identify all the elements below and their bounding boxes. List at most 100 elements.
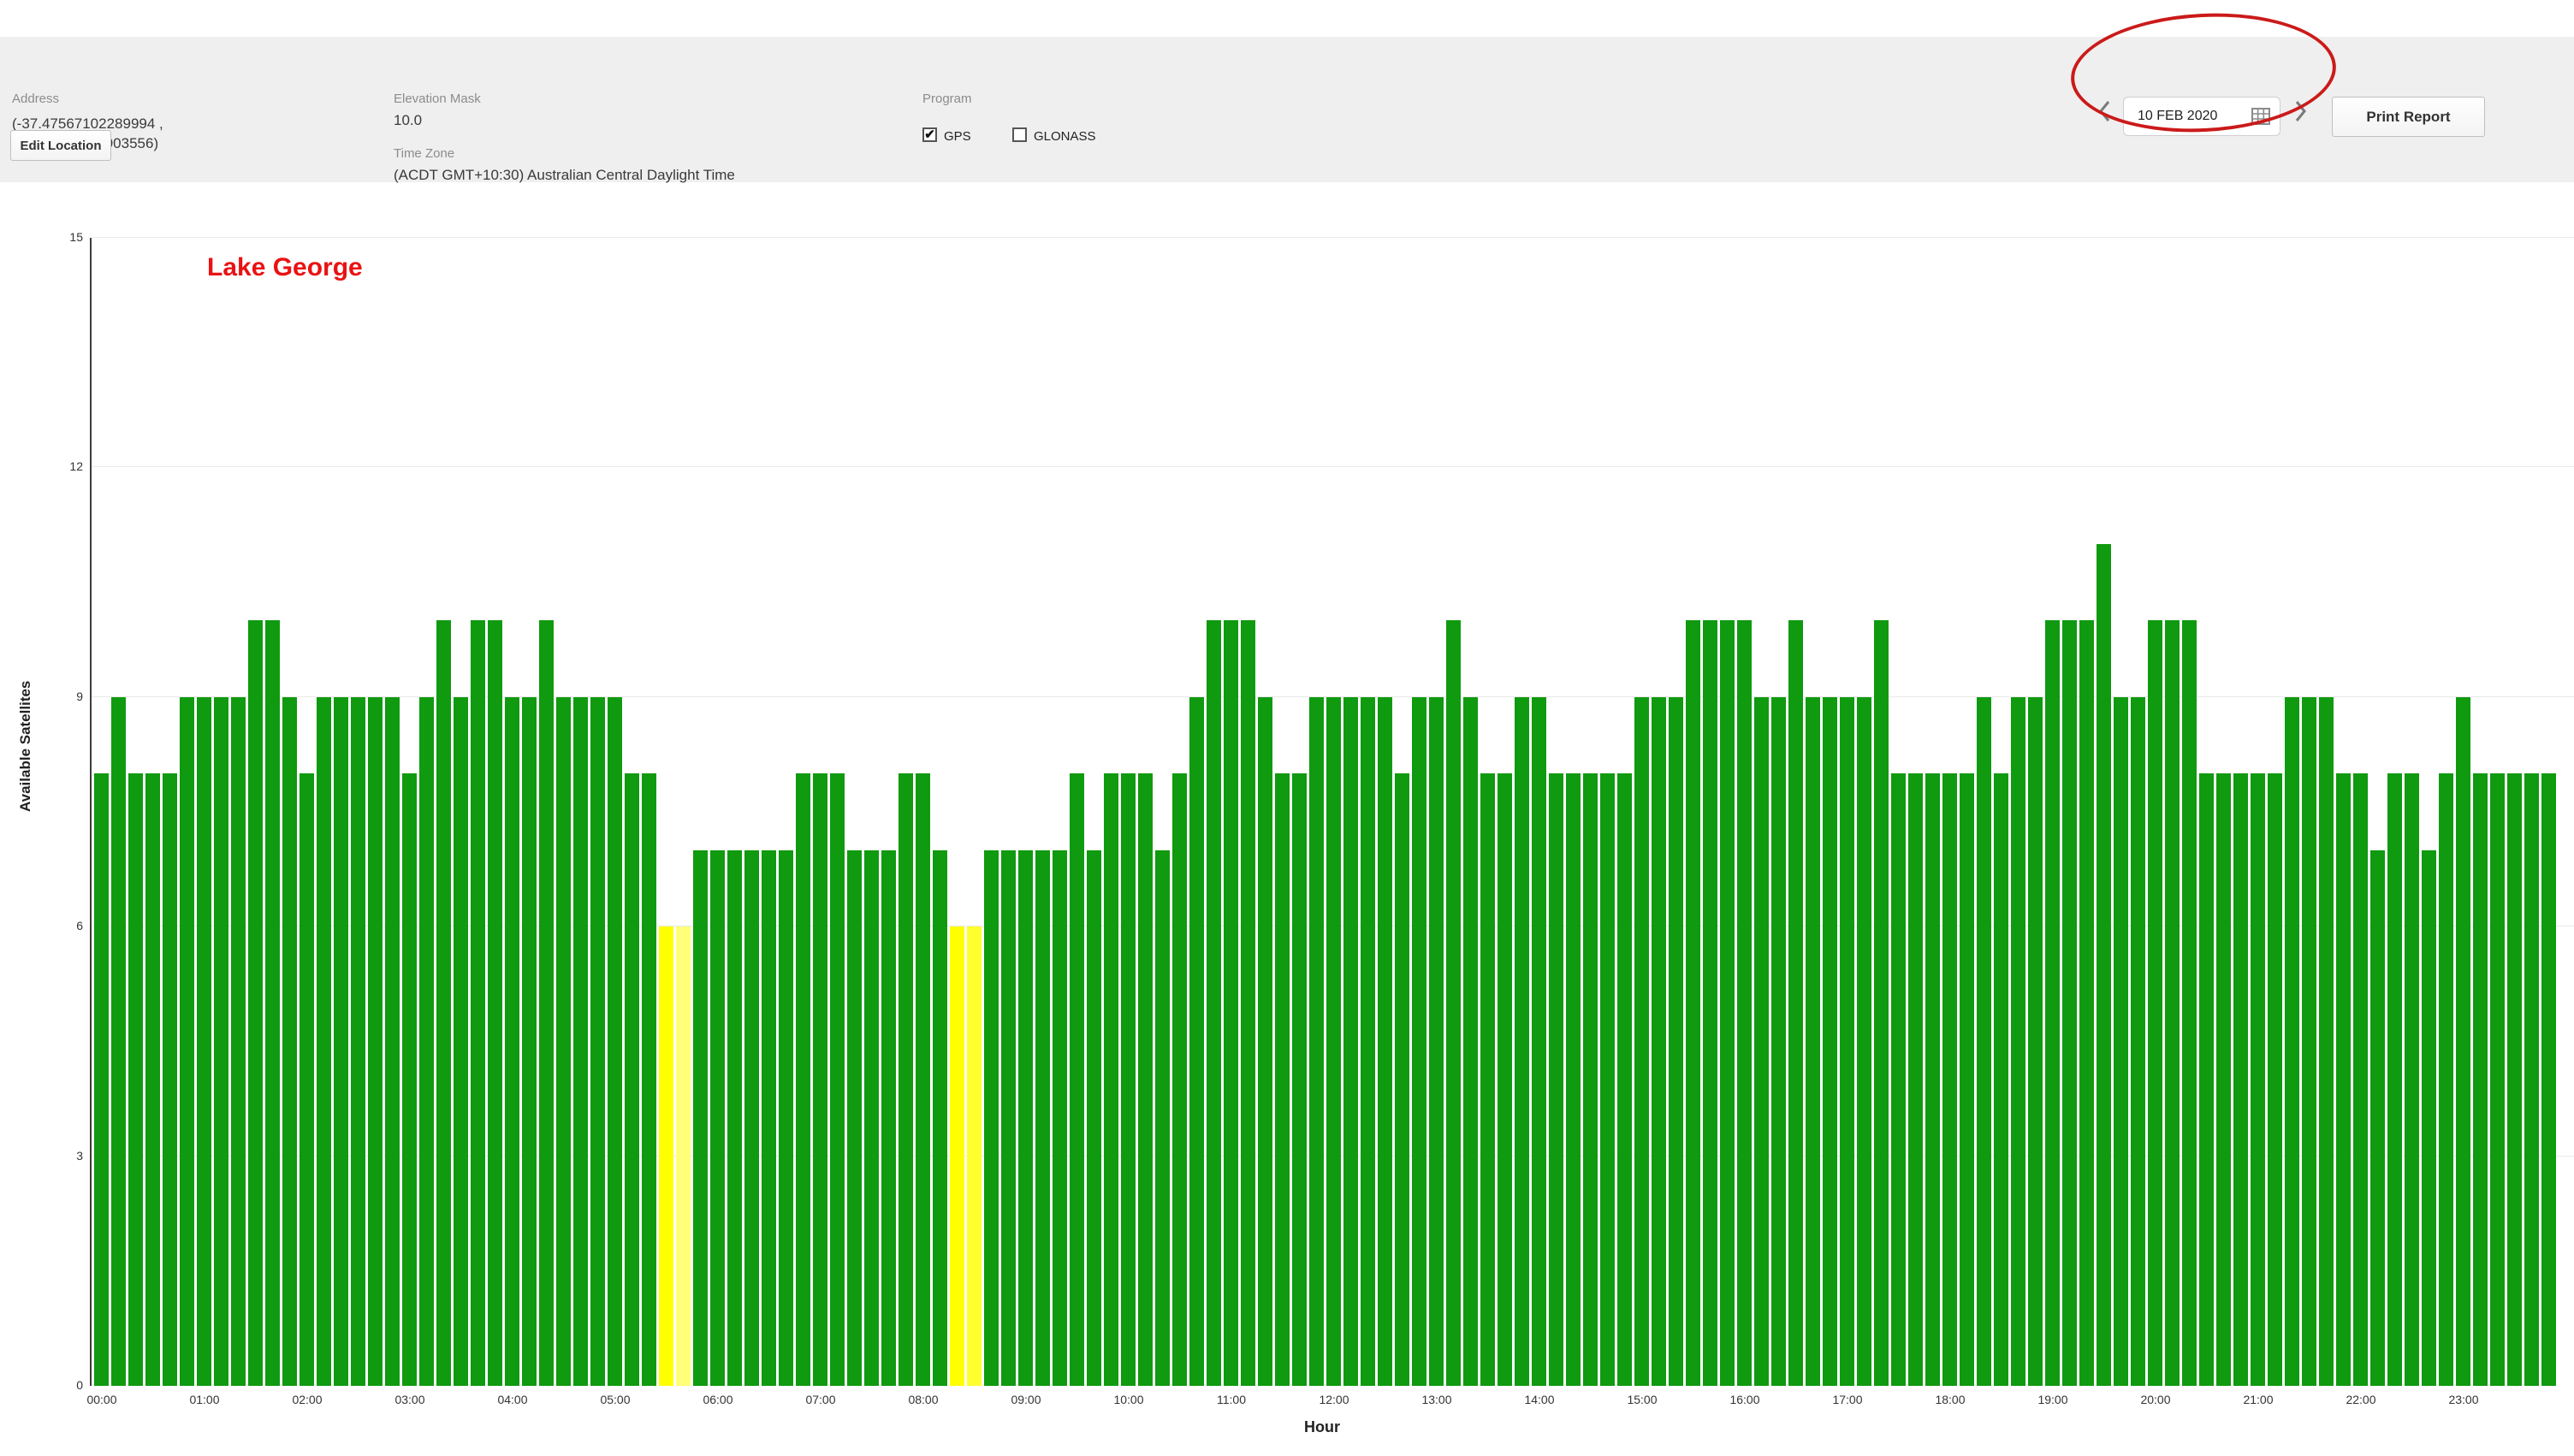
chart-bar (1224, 620, 1238, 1386)
chart-bar (94, 773, 109, 1386)
x-tick-label-13:00: 13:00 (1421, 1393, 1452, 1406)
chart-bar (1891, 773, 1906, 1386)
chart-bar (1737, 620, 1752, 1386)
chart-bar (1754, 697, 1769, 1386)
chart-bar (1395, 773, 1409, 1386)
chart-bar (2370, 850, 2385, 1386)
chart-bar (180, 697, 194, 1386)
gps-checkbox[interactable]: ✔ (922, 127, 937, 142)
chart-bar (1412, 697, 1426, 1386)
chart-bar (1258, 697, 1272, 1386)
x-tick-label-20:00: 20:00 (2140, 1393, 2171, 1406)
chart-bar (2028, 697, 2043, 1386)
chart-bar (1207, 620, 1221, 1386)
x-tick-label-19:00: 19:00 (2037, 1393, 2068, 1406)
chart-bar (2131, 697, 2145, 1386)
chart-bar (1001, 850, 1016, 1386)
chart-bar (2319, 697, 2334, 1386)
chart-bar (1378, 697, 1392, 1386)
chart-bar (351, 697, 365, 1386)
chart-bar (1155, 850, 1170, 1386)
edit-location-button[interactable]: Edit Location (10, 130, 111, 161)
x-tick-label-08:00: 08:00 (908, 1393, 939, 1406)
chart-bar (1583, 773, 1598, 1386)
chart-bar (1035, 850, 1050, 1386)
chart-bar (2199, 773, 2214, 1386)
chart-bar (334, 697, 348, 1386)
chart-bar (1925, 773, 1940, 1386)
chart-bar (2456, 697, 2470, 1386)
x-tick-label-04:00: 04:00 (497, 1393, 528, 1406)
previous-day-button[interactable] (2097, 98, 2114, 124)
x-tick-label-23:00: 23:00 (2448, 1393, 2479, 1406)
chart-bar (368, 697, 383, 1386)
glonass-checkbox[interactable] (1012, 127, 1027, 142)
chart-bar (2079, 620, 2094, 1386)
glonass-checkbox-label: GLONASS (1034, 129, 1096, 144)
chart-bar (1361, 697, 1375, 1386)
chart-bar (813, 773, 827, 1386)
chart-bar (214, 697, 228, 1386)
chart-bar (1087, 850, 1101, 1386)
chart-bar (2353, 773, 2368, 1386)
chart-bar (1788, 620, 1803, 1386)
header-bar: Address (-37.47567102289994 , 140.017032… (0, 37, 2574, 183)
chart-bar (2302, 697, 2316, 1386)
chart-bar (1463, 697, 1478, 1386)
gps-checkbox-check: ✔ (924, 127, 935, 142)
chart-bar (1703, 620, 1717, 1386)
chart-bar (2045, 620, 2060, 1386)
chart-bar (779, 850, 793, 1386)
chart-bar (1669, 697, 1683, 1386)
chevron-right-icon (2295, 101, 2306, 121)
x-tick-label-14:00: 14:00 (1524, 1393, 1555, 1406)
chart-bar (505, 697, 519, 1386)
x-tick-label-18:00: 18:00 (1935, 1393, 1966, 1406)
chart-bar (1480, 773, 1495, 1386)
chart-bar (471, 620, 485, 1386)
chart-bar (2490, 773, 2505, 1386)
date-field[interactable]: 10 FEB 2020 (2123, 97, 2280, 136)
chart-bar (282, 697, 297, 1386)
chart-bar (1823, 697, 1837, 1386)
gridline-y12 (92, 466, 2574, 468)
print-report-button[interactable]: Print Report (2332, 97, 2485, 137)
chart-bar (1189, 697, 1204, 1386)
x-tick-label-03:00: 03:00 (394, 1393, 425, 1406)
chart-bar (2387, 773, 2402, 1386)
elevation-mask-value: 10.0 (394, 112, 423, 128)
chart-bar (1686, 620, 1700, 1386)
chart-bar (2233, 773, 2248, 1386)
chart-bar (2473, 773, 2488, 1386)
gridline-y9 (92, 695, 2574, 697)
x-tick-label-15:00: 15:00 (1627, 1393, 1658, 1406)
x-tick-label-05:00: 05:00 (600, 1393, 631, 1406)
chart-bar (1977, 697, 1991, 1386)
chart-bar (1429, 697, 1444, 1386)
chart-bar (128, 773, 143, 1386)
next-day-button[interactable] (2292, 98, 2309, 124)
chart-bar (2114, 697, 2128, 1386)
chart-bar (1960, 773, 1974, 1386)
chart-bar (1874, 620, 1889, 1386)
chart-bar (454, 697, 468, 1386)
y-tick-label-15: 15 (69, 230, 83, 244)
chart-bar (1857, 697, 1871, 1386)
satellite-bar-chart: 0 3 6 9 12 15 (69, 230, 2574, 1392)
chart-bar (1549, 773, 1563, 1386)
x-tick-label-17:00: 17:00 (1832, 1393, 1863, 1406)
chart-bar (231, 697, 246, 1386)
chart-bar (1652, 697, 1666, 1386)
chart-bar (1053, 850, 1067, 1386)
chart-bar (2062, 620, 2077, 1386)
timezone-label: Time Zone (394, 146, 455, 161)
chart-bar (744, 850, 759, 1386)
x-tick-label-06:00: 06:00 (703, 1393, 733, 1406)
chart-bar (830, 773, 845, 1386)
chart-bar (1275, 773, 1290, 1386)
chart-bar (847, 850, 862, 1386)
chart-bar (950, 926, 964, 1386)
timezone-value: (ACDT GMT+10:30) Australian Central Dayl… (394, 167, 735, 183)
chart-bar (522, 697, 537, 1386)
chart-bar (899, 773, 913, 1386)
